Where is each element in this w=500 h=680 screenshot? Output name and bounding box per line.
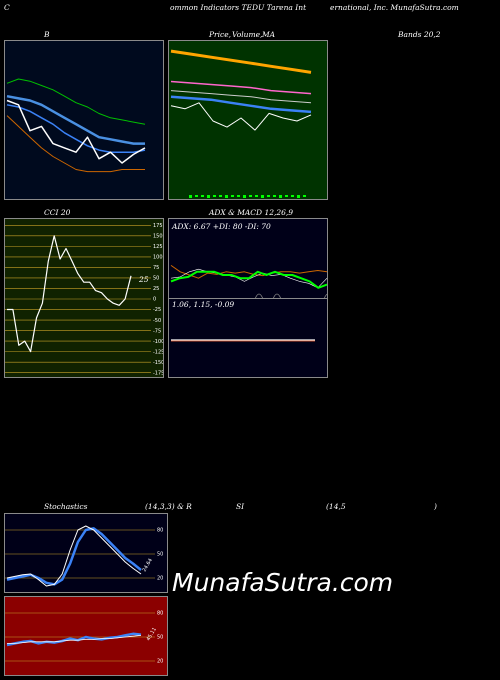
macd-chart: 1.06, 1.15, -0.09 bbox=[171, 300, 315, 342]
rsi-line bbox=[6, 632, 142, 647]
volume-bar bbox=[213, 195, 216, 197]
cci-tick-label: -150 bbox=[153, 360, 164, 366]
volume-bar bbox=[219, 195, 222, 197]
bollinger-chart bbox=[6, 78, 146, 173]
volume-bar bbox=[285, 195, 288, 197]
watermark: MunafaSutra.com bbox=[172, 568, 394, 597]
price-line bbox=[170, 102, 312, 131]
cci-last-label: 25 bbox=[138, 275, 149, 284]
volume-bar bbox=[303, 195, 306, 197]
ma-orange-line bbox=[170, 49, 312, 74]
cci-tick-label: -25 bbox=[153, 307, 161, 313]
volume-bar bbox=[291, 195, 294, 197]
rsi-title-mid: SI bbox=[236, 502, 245, 511]
rsi-close: ) bbox=[434, 502, 437, 511]
stoch-title-mid: (14,3,3) & R bbox=[145, 502, 192, 511]
volume-bar bbox=[267, 195, 270, 197]
price-line bbox=[6, 99, 146, 164]
ma-line bbox=[6, 104, 146, 153]
upper-band-line bbox=[6, 78, 146, 125]
cci-tick-label: -175 bbox=[153, 370, 164, 376]
volume-bar bbox=[279, 195, 282, 198]
stoch-tick-label: 20 bbox=[157, 576, 163, 582]
ma-blue-line bbox=[170, 95, 312, 114]
lower-band-line bbox=[6, 115, 145, 173]
bands-title-right: Bands 20,2 bbox=[398, 30, 441, 39]
cci-tick-label: 25 bbox=[153, 286, 159, 292]
rsi-ma-line bbox=[7, 635, 142, 644]
cci-tick-label: 100 bbox=[153, 255, 163, 261]
adx-panel: ADX: 6.67 +DI: 80 -DI: 70 bbox=[168, 218, 328, 300]
volume-bar bbox=[297, 195, 300, 198]
volume-bar bbox=[207, 195, 210, 198]
adx-title: ADX & MACD 12,26,9 bbox=[209, 208, 294, 217]
volume-bar bbox=[225, 195, 228, 198]
cci-title: CCI 20 bbox=[44, 208, 71, 217]
cci-tick-label: -75 bbox=[153, 328, 161, 334]
volume-bar bbox=[243, 195, 246, 198]
adx-chart: ADX: 6.67 +DI: 80 -DI: 70 bbox=[170, 222, 327, 299]
stoch-tick-label: 50 bbox=[157, 552, 163, 558]
bollinger-panel bbox=[4, 40, 164, 200]
stoch-d-line bbox=[6, 527, 142, 586]
stoch-tick-label: 80 bbox=[157, 528, 163, 534]
volume-bar bbox=[255, 195, 258, 197]
volume-bar bbox=[201, 195, 204, 197]
volume-bar bbox=[195, 195, 198, 197]
cci-tick-label: -125 bbox=[153, 349, 164, 355]
adx-hump bbox=[254, 293, 264, 299]
header-middle: ommon Indicators TEDU Tarena Int bbox=[170, 3, 307, 12]
price-chart bbox=[170, 49, 312, 198]
volume-bar bbox=[273, 195, 276, 197]
cci-tick-label: 175 bbox=[153, 223, 163, 229]
cci-tick-label: 0 bbox=[153, 297, 156, 303]
stoch-k-line bbox=[6, 525, 142, 587]
bands-title-left: B bbox=[44, 30, 50, 39]
cci-tick-label: 125 bbox=[153, 244, 163, 250]
volume-bar bbox=[231, 195, 234, 197]
cci-chart: 175 150 125 100 75 50 25 0 -25 -50 -75 -100 -125 -150… bbox=[5, 223, 164, 376]
price-title-c: MA bbox=[262, 30, 276, 39]
cci-tick-label: 50 bbox=[153, 276, 159, 282]
header-left: C bbox=[4, 3, 10, 12]
rsi-params: (14,5 bbox=[326, 502, 346, 511]
adx-line bbox=[170, 270, 327, 289]
stoch-last-label: 24.64 bbox=[142, 558, 154, 573]
cci-tick-label: 150 bbox=[153, 234, 163, 240]
stoch-title-left: Stochastics bbox=[44, 502, 88, 511]
header-right: ernational, Inc. MunafaSutra.com bbox=[330, 3, 459, 12]
price-panel bbox=[168, 40, 328, 200]
volume-bar bbox=[237, 195, 240, 197]
cci-panel: 175 150 125 100 75 50 25 0 -25 -50 -75 -100 -125 -150… bbox=[4, 218, 164, 378]
ma-pink-line bbox=[170, 80, 312, 95]
rsi-tick-label: 80 bbox=[157, 611, 163, 617]
adx-hump bbox=[272, 293, 282, 299]
volume-bar bbox=[189, 195, 192, 198]
cci-tick-label: -50 bbox=[153, 318, 161, 324]
ma-gray-line bbox=[170, 90, 312, 104]
rsi-tick-label: 50 bbox=[157, 635, 163, 641]
price-title-b: Volume, bbox=[232, 30, 263, 39]
adx-values-label: ADX: 6.67 +DI: 80 -DI: 70 bbox=[171, 222, 271, 231]
rsi-panel: 80 50 20 45.11 bbox=[4, 596, 168, 676]
macd-panel: 1.06, 1.15, -0.09 bbox=[168, 298, 328, 378]
volume-bar bbox=[261, 195, 264, 198]
cci-line bbox=[7, 235, 132, 353]
middle-band-line bbox=[6, 94, 145, 145]
volume-bar bbox=[249, 195, 252, 197]
macd-values-label: 1.06, 1.15, -0.09 bbox=[172, 300, 234, 309]
stoch-panel: 80 50 20 24.64 bbox=[4, 513, 168, 593]
cci-tick-label: -100 bbox=[153, 339, 164, 345]
minus-di-line bbox=[170, 264, 327, 279]
price-title-a: Price, bbox=[209, 30, 232, 39]
adx-hump bbox=[323, 293, 327, 299]
rsi-tick-label: 20 bbox=[157, 659, 163, 665]
cci-tick-label: 75 bbox=[153, 265, 159, 271]
